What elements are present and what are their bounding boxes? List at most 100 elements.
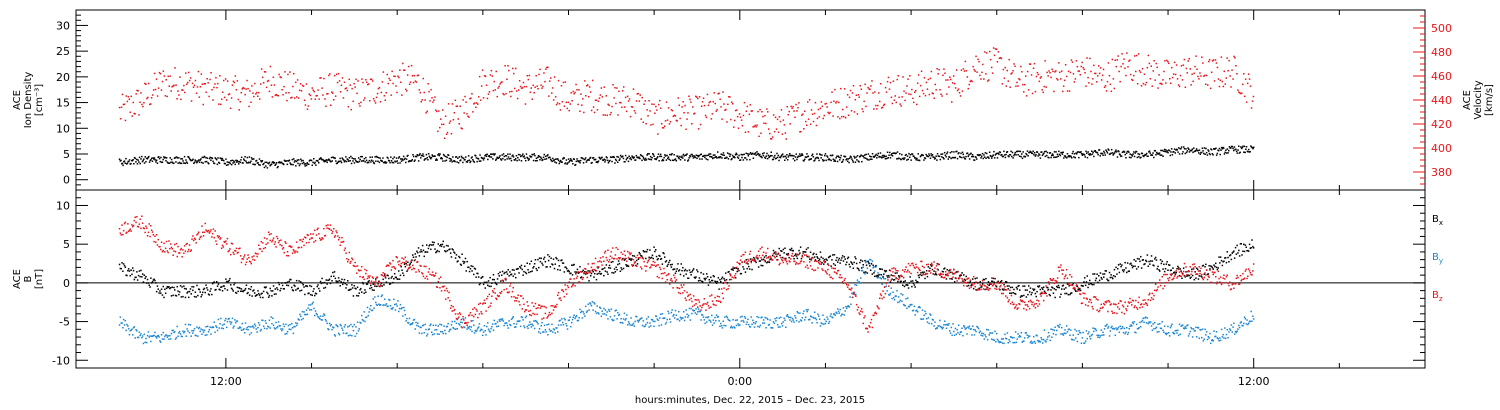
by-point <box>419 326 421 329</box>
density-point <box>976 158 978 160</box>
by-point <box>849 296 851 298</box>
by-point <box>1121 326 1124 328</box>
density-point <box>355 159 357 162</box>
bx-point <box>482 283 485 286</box>
density-point <box>971 155 973 158</box>
density-point <box>1203 152 1205 155</box>
velocity-point <box>389 79 391 81</box>
bx-point <box>313 288 315 290</box>
bx-point <box>225 280 228 283</box>
velocity-point <box>1207 84 1209 86</box>
velocity-point <box>689 98 691 101</box>
velocity-point <box>1050 76 1052 79</box>
density-point <box>514 159 516 161</box>
density-point <box>462 157 465 159</box>
bx-point <box>567 269 570 272</box>
density-point <box>619 154 622 157</box>
by-point <box>1212 340 1214 342</box>
velocity-point <box>874 91 876 93</box>
density-tick-label: 15 <box>56 97 70 110</box>
density-point <box>283 163 285 166</box>
by-point <box>1112 327 1115 330</box>
bx-point <box>613 268 616 270</box>
density-point <box>1013 154 1015 157</box>
bx-point <box>533 265 535 268</box>
bx-point <box>304 293 306 296</box>
velocity-point <box>537 88 539 90</box>
bx-point <box>565 266 567 269</box>
by-point <box>692 310 695 312</box>
by-point <box>1252 318 1255 320</box>
density-point <box>919 155 922 158</box>
by-point <box>164 335 166 338</box>
velocity-point <box>622 90 624 92</box>
by-point <box>1012 341 1014 344</box>
density-point <box>173 162 175 164</box>
by-point <box>621 321 623 324</box>
by-point <box>671 309 673 311</box>
by-point <box>795 319 798 322</box>
density-point <box>537 155 540 157</box>
velocity-point <box>232 80 235 83</box>
velocity-point <box>807 101 809 103</box>
by-point <box>301 310 304 313</box>
density-point <box>1162 155 1164 157</box>
bx-point <box>612 260 614 263</box>
density-axis-title-line: [cm⁻³] <box>34 84 45 116</box>
by-point <box>138 331 141 333</box>
by-point <box>1093 327 1096 330</box>
density-point <box>155 161 157 163</box>
velocity-point <box>739 116 742 118</box>
density-point <box>1181 153 1184 155</box>
density-point <box>238 163 240 165</box>
density-point <box>300 158 302 160</box>
density-point <box>1141 152 1144 155</box>
density-point <box>618 159 620 161</box>
density-point <box>1032 150 1034 152</box>
velocity-point <box>1234 57 1236 59</box>
velocity-point <box>159 72 162 75</box>
by-point <box>711 314 713 317</box>
density-point <box>1068 155 1070 157</box>
by-point <box>479 329 481 332</box>
density-point <box>500 159 503 161</box>
by-point <box>773 322 776 325</box>
density-point <box>243 158 245 160</box>
by-point <box>1032 341 1034 344</box>
velocity-point <box>285 92 287 94</box>
density-point <box>1087 151 1089 153</box>
density-point <box>496 156 498 159</box>
density-point <box>630 158 633 161</box>
by-point <box>981 332 983 334</box>
velocity-point <box>1015 85 1017 87</box>
velocity-point <box>619 101 621 104</box>
by-point <box>1075 337 1077 339</box>
velocity-point <box>589 91 592 93</box>
density-point <box>285 160 288 162</box>
by-point <box>1108 335 1111 337</box>
by-point <box>343 326 346 328</box>
velocity-point <box>522 81 525 84</box>
by-point <box>770 327 772 329</box>
density-point <box>1235 150 1238 153</box>
bx-point <box>452 249 454 251</box>
density-point <box>1105 149 1107 151</box>
velocity-point <box>1018 78 1020 80</box>
density-point <box>728 153 730 155</box>
density-point <box>971 154 974 156</box>
by-point <box>847 305 850 307</box>
by-point <box>564 319 566 321</box>
by-point <box>347 326 349 328</box>
velocity-point <box>646 109 648 111</box>
density-point <box>377 156 380 159</box>
by-point <box>307 307 309 309</box>
velocity-point <box>1167 60 1169 63</box>
density-point <box>384 161 386 163</box>
density-point <box>662 158 664 161</box>
bx-point <box>173 286 175 289</box>
density-point <box>909 156 911 159</box>
bx-point <box>292 289 295 292</box>
by-point <box>760 316 762 319</box>
by-point <box>394 309 397 311</box>
velocity-point <box>279 76 281 78</box>
